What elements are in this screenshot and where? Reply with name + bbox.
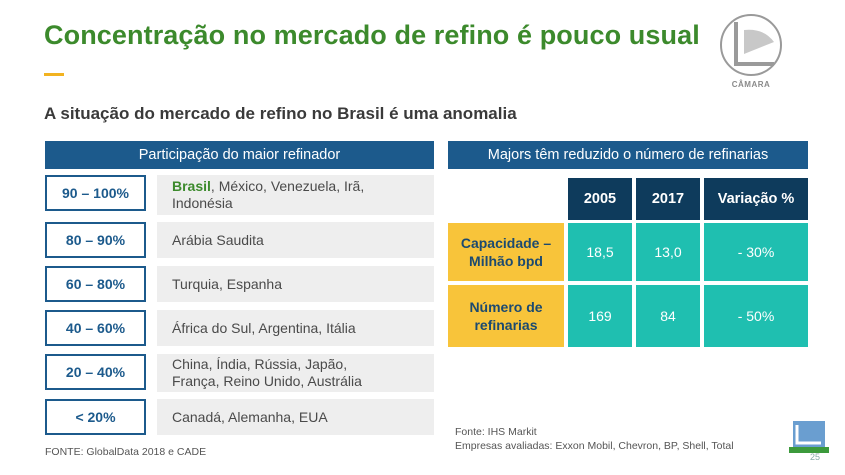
country-text: África do Sul, Argentina, Itália xyxy=(172,319,356,336)
left-source: FONTE: GlobalData 2018 e CADE xyxy=(45,446,207,458)
logo-text: CÂMARA xyxy=(731,80,771,89)
range-box: < 20% xyxy=(45,399,146,435)
slide-title: Concentração no mercado de refino é pouc… xyxy=(44,20,700,50)
column-header: 2017 xyxy=(636,178,700,220)
country-list: Arábia Saudita xyxy=(157,222,434,258)
country-text: Arábia Saudita xyxy=(172,231,264,248)
title-underline xyxy=(44,73,64,76)
country-list: Turquia, Espanha xyxy=(157,266,434,302)
country-list: Brasil, México, Venezuela, Irã, Indonési… xyxy=(157,175,434,215)
row-header: Capacidade – Milhão bpd xyxy=(448,223,564,281)
camara-logo: CÂMARA xyxy=(718,12,784,92)
column-header: Variação % xyxy=(704,178,808,220)
range-box: 40 – 60% xyxy=(45,310,146,346)
range-box: 90 – 100% xyxy=(45,175,146,211)
range-box: 60 – 80% xyxy=(45,266,146,302)
table-cell: 13,0 xyxy=(636,223,700,281)
country-list: China, Índia, Rússia, Japão, França, Rei… xyxy=(157,354,434,392)
range-box: 80 – 90% xyxy=(45,222,146,258)
country-highlight: Brasil xyxy=(172,178,211,194)
right-panel-header: Majors têm reduzido o número de refinari… xyxy=(448,141,808,169)
table-cell: - 50% xyxy=(704,285,808,347)
country-list: Canadá, Alemanha, EUA xyxy=(157,399,434,435)
country-list: África do Sul, Argentina, Itália xyxy=(157,310,434,346)
range-box: 20 – 40% xyxy=(45,354,146,390)
table-cell: - 30% xyxy=(704,223,808,281)
right-source-line-2: Empresas avaliadas: Exxon Mobil, Chevron… xyxy=(455,440,734,452)
country-text: Turquia, Espanha xyxy=(172,275,282,292)
table-cell: 169 xyxy=(568,285,632,347)
corner-logo-icon xyxy=(789,419,829,453)
country-text: China, Índia, Rússia, Japão, França, Rei… xyxy=(172,356,362,389)
row-header: Número de refinarias xyxy=(448,285,564,347)
country-text: , México, Venezuela, Irã, Indonésia xyxy=(172,178,365,211)
camara-logo-icon xyxy=(720,14,782,76)
corner-logo xyxy=(789,419,829,453)
table-cell: 84 xyxy=(636,285,700,347)
right-source-line-1: Fonte: IHS Markit xyxy=(455,426,537,438)
slide-subtitle: A situação do mercado de refino no Brasi… xyxy=(44,104,517,123)
column-header: 2005 xyxy=(568,178,632,220)
page-number: 25 xyxy=(810,452,821,462)
left-panel-header: Participação do maior refinador xyxy=(45,141,434,169)
country-text: Canadá, Alemanha, EUA xyxy=(172,408,328,425)
table-cell: 18,5 xyxy=(568,223,632,281)
